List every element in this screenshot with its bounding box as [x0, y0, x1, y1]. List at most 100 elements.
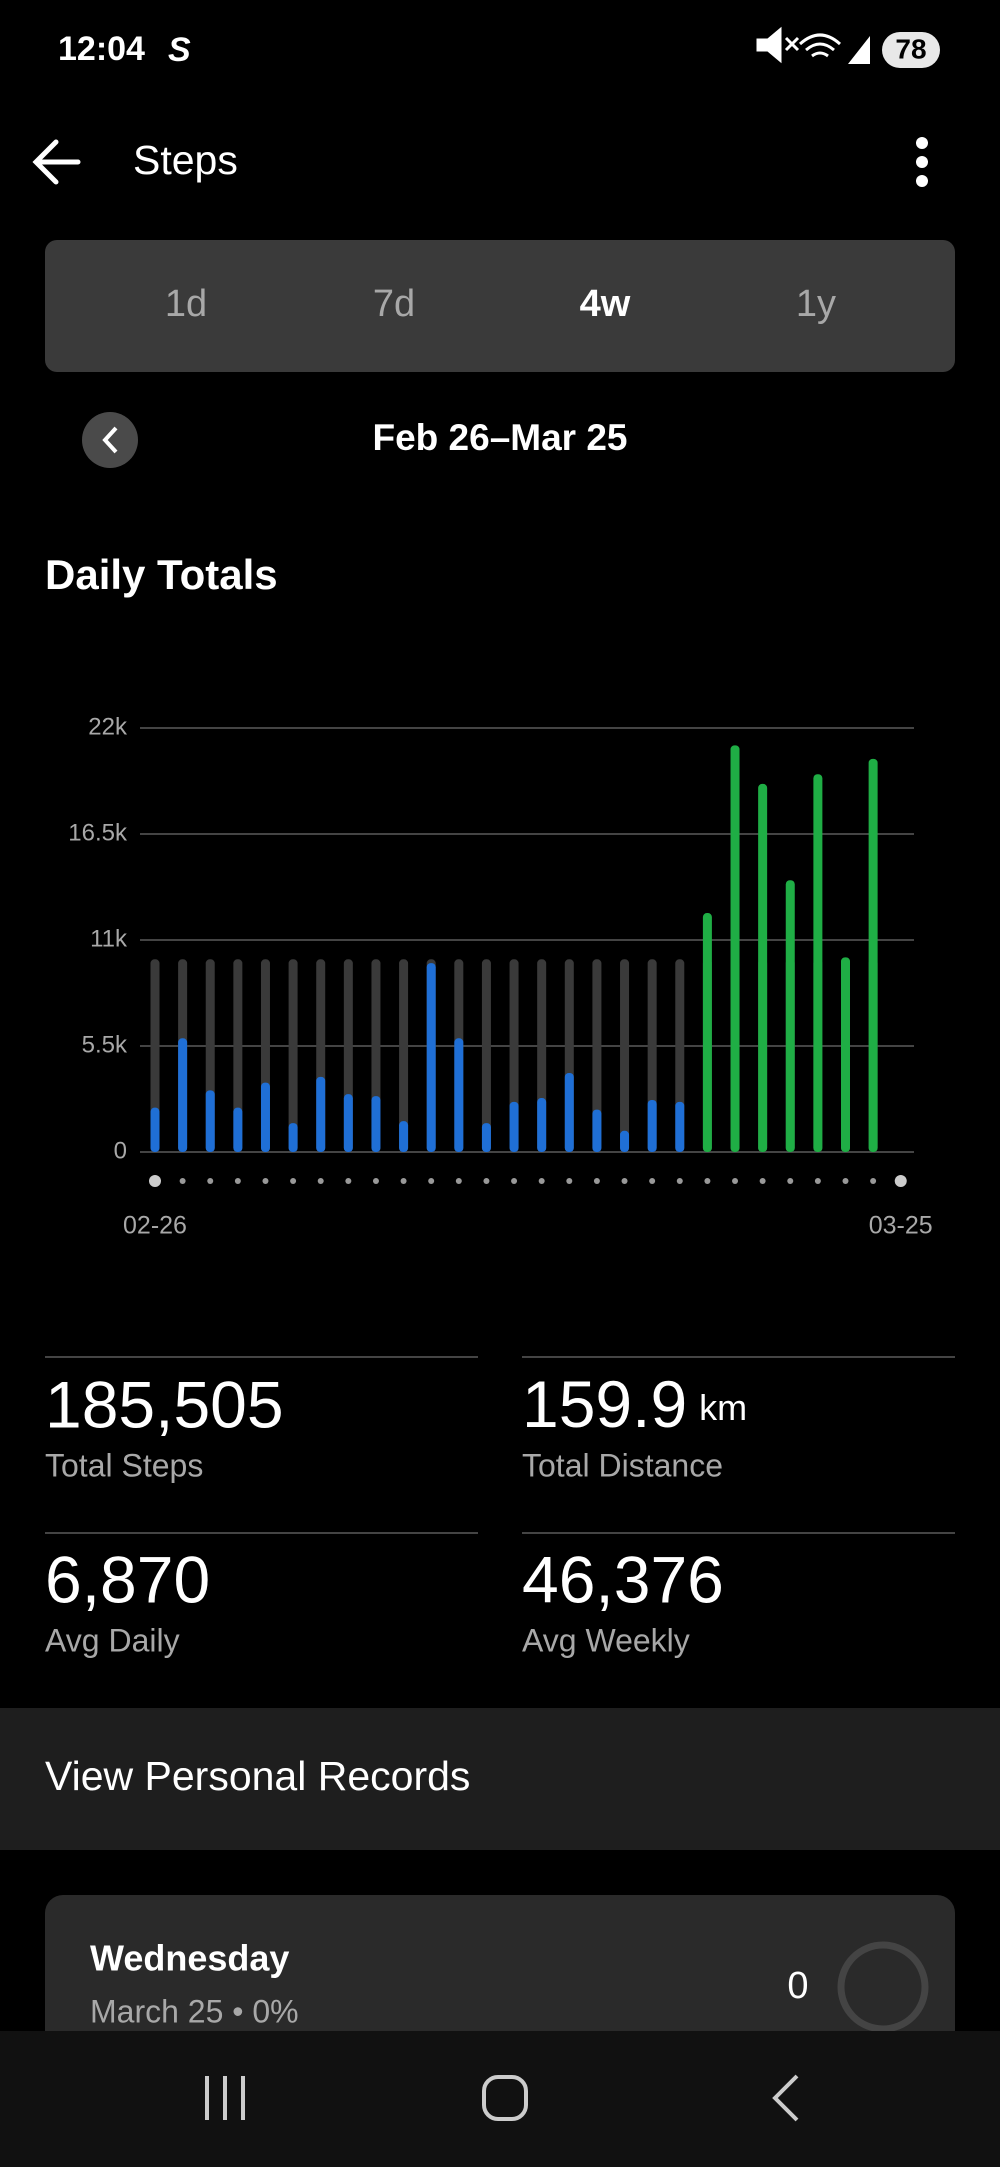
range-tab[interactable]: 1d	[165, 283, 207, 325]
range-tab[interactable]: 1y	[796, 283, 836, 325]
signal-icon	[848, 36, 870, 64]
range-tab-selected[interactable]: 4w	[580, 283, 631, 325]
x-dot	[621, 1178, 628, 1184]
steps-bar	[233, 1107, 243, 1152]
app-icon: S	[168, 31, 191, 69]
x-dot	[538, 1178, 545, 1184]
card-subtitle: March 25 • 0%	[90, 1993, 299, 2029]
steps-bar	[454, 1038, 464, 1152]
personal-records-link[interactable]: View Personal Records	[45, 1753, 470, 1799]
back-button[interactable]	[32, 139, 81, 185]
battery-level: 78	[895, 33, 926, 64]
x-dot	[179, 1178, 186, 1184]
steps-bar	[868, 758, 878, 1152]
x-tick-label: 03-25	[869, 1212, 933, 1240]
y-tick-label: 22k	[88, 713, 128, 740]
steps-bar	[150, 1107, 160, 1152]
stat-value: 6,870	[45, 1542, 210, 1616]
steps-bar	[758, 783, 768, 1152]
x-dot	[787, 1178, 794, 1184]
x-dot	[455, 1178, 462, 1184]
steps-bar	[592, 1109, 602, 1152]
stat-label: Total Distance	[522, 1447, 723, 1483]
stat-number: 159.9	[522, 1367, 687, 1441]
previous-range-button[interactable]	[82, 412, 138, 468]
chart: 0 5.5k 11k 16.5k 22k 02-26 03-25	[68, 713, 932, 1239]
x-dot	[290, 1178, 297, 1184]
nav-bar	[0, 2031, 1000, 2167]
x-dot	[842, 1178, 849, 1184]
steps-bar	[730, 745, 740, 1152]
steps-bar	[426, 963, 436, 1152]
x-dot	[234, 1178, 241, 1184]
date-range: Feb 26–Mar 25	[372, 417, 627, 458]
y-tick-label: 5.5k	[82, 1031, 128, 1058]
card-day: Wednesday	[90, 1938, 289, 1979]
x-dot	[593, 1178, 600, 1184]
progress-ring	[837, 1941, 929, 2033]
steps-bar	[785, 880, 795, 1152]
x-dot	[149, 1175, 161, 1187]
goal-bar	[233, 959, 243, 1152]
stat-label: Total Steps	[45, 1447, 203, 1483]
stat-value: 185,505	[45, 1367, 284, 1441]
x-dot	[649, 1178, 656, 1184]
clock: 12:04	[58, 30, 145, 68]
steps-bar	[481, 1123, 491, 1152]
stat-label: Avg Weekly	[522, 1622, 690, 1658]
home-button[interactable]	[482, 2075, 528, 2121]
steps-bar	[537, 1098, 547, 1152]
steps-bar	[178, 1038, 188, 1152]
steps-bar	[509, 1101, 519, 1152]
goal-bar	[150, 959, 160, 1152]
personal-records-row[interactable]	[0, 1708, 1000, 1850]
stat-value: 46,376	[522, 1542, 724, 1616]
mute-icon	[756, 26, 800, 64]
x-dot	[704, 1178, 711, 1184]
steps-bar	[675, 1101, 685, 1152]
x-dot	[870, 1178, 877, 1184]
x-dot	[566, 1178, 573, 1184]
goal-bar	[288, 959, 298, 1152]
x-tick-label: 02-26	[123, 1212, 187, 1240]
more-button[interactable]	[916, 137, 928, 187]
stat-unit: km	[699, 1387, 747, 1428]
y-tick-label: 11k	[90, 925, 128, 952]
steps-bar	[371, 1096, 381, 1152]
x-dot	[262, 1178, 269, 1184]
x-dot	[317, 1178, 324, 1184]
y-tick-label: 16.5k	[68, 819, 128, 846]
x-dot	[372, 1178, 379, 1184]
steps-bar	[620, 1130, 630, 1152]
wifi-icon	[798, 33, 842, 58]
x-dot	[400, 1178, 407, 1184]
x-dot	[676, 1178, 683, 1184]
x-dot	[207, 1178, 214, 1184]
goal-bar	[592, 959, 602, 1152]
battery	[882, 32, 940, 68]
steps-bar	[343, 1094, 353, 1152]
range-tab[interactable]: 7d	[373, 283, 415, 325]
steps-bar	[702, 913, 712, 1152]
stat-label: Avg Daily	[45, 1622, 180, 1658]
section-title: Daily Totals	[45, 551, 278, 598]
card-value: 0	[787, 1965, 808, 2007]
x-dot	[732, 1178, 739, 1184]
screen-title: Steps	[133, 137, 238, 183]
x-dot	[345, 1178, 352, 1184]
stat-value: 159.9 km	[522, 1367, 747, 1441]
steps-bar	[399, 1121, 409, 1152]
x-dot	[428, 1178, 435, 1184]
steps-bar	[205, 1090, 215, 1152]
nav-back-button[interactable]	[772, 2074, 799, 2122]
x-dot	[814, 1178, 821, 1184]
x-dot	[894, 1175, 907, 1187]
steps-bar	[260, 1082, 270, 1152]
x-dot	[511, 1178, 518, 1184]
steps-bar	[841, 957, 850, 1152]
recents-button[interactable]	[205, 2076, 245, 2120]
y-tick-label: 0	[114, 1137, 127, 1164]
goal-bar	[399, 959, 409, 1152]
range-tabs	[45, 240, 955, 372]
